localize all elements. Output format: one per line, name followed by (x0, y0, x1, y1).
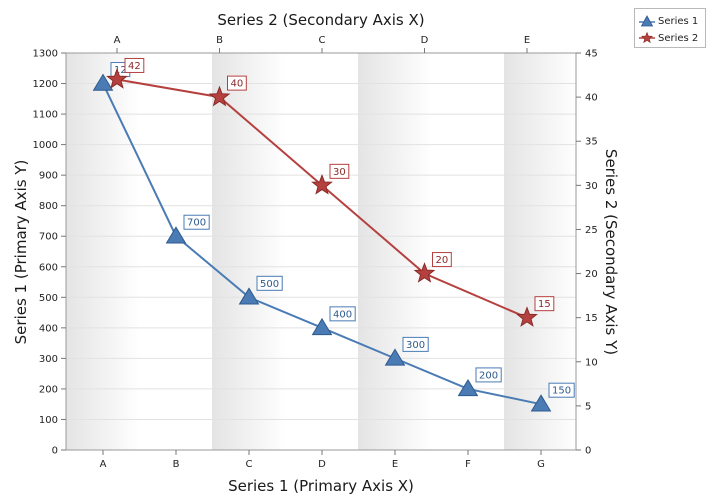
series-1-triangle-marker (384, 348, 406, 366)
primary-x-tick-label: C (246, 459, 253, 470)
secondary-y-tick-label: 30 (585, 181, 598, 192)
series-1-data-label-box (329, 306, 356, 322)
series-1-data-label-box (475, 367, 502, 383)
secondary-x-tick-label: C (319, 35, 326, 46)
primary-x-tick-label: D (318, 459, 326, 470)
series-1-data-label-box (183, 214, 210, 230)
legend-label-series-1: Series 1 (658, 15, 699, 27)
secondary-y-tick-label: 20 (585, 269, 598, 280)
series-2-star-marker (311, 173, 333, 195)
primary-y-tick-label: 300 (39, 354, 58, 365)
series-2-star-marker (413, 262, 436, 283)
primary-x-tick-label: B (173, 459, 180, 470)
primary-y-tick-label: 400 (39, 323, 58, 334)
primary-y-tick-label: 800 (39, 201, 58, 212)
series-2-data-label-box (329, 163, 350, 179)
primary-y-tick-label: 700 (39, 232, 58, 243)
series-layer: 12 700 500 400 300 200 150 42 40 30 20 15 (92, 57, 575, 412)
primary-y-tick-label: 900 (39, 171, 58, 182)
primary-x-axis-title: Series 1 (Primary Axis X) (228, 477, 414, 495)
series-2-data-label-box (227, 75, 247, 91)
primary-y-tick-label: 600 (39, 262, 58, 273)
secondary-y-tick-label: 0 (585, 446, 591, 457)
series-1-triangle-marker (530, 394, 552, 412)
series-1-data-label-box (256, 275, 283, 291)
secondary-y-tick-label: 40 (585, 93, 598, 104)
plot-border (65, 52, 577, 451)
series-2-data-label-box (124, 57, 145, 73)
series-1-triangle-marker (92, 73, 114, 91)
triangle-marker-icon (639, 15, 655, 27)
legend-item-series-2: Series 2 (639, 30, 698, 46)
secondary-y-tick-label: 45 (585, 49, 598, 60)
plot-stripe (66, 53, 140, 450)
plot-stripe (212, 53, 286, 450)
secondary-x-tick-label: B (216, 35, 223, 46)
series-1-data-label: 500 (260, 279, 279, 290)
series-1-triangle-marker (165, 226, 187, 244)
series-2-data-label: 20 (436, 255, 449, 266)
series-2-data-label: 30 (333, 167, 346, 178)
primary-x-tick-label: F (465, 459, 471, 470)
series-1-triangle-marker (311, 317, 333, 336)
secondary-y-tick-label: 35 (585, 137, 598, 148)
primary-y-tick-label: 1000 (33, 140, 58, 151)
chart: 0100200300400500600700800900100011001200… (12, 11, 620, 495)
legend: Series 1 Series 2 (634, 8, 706, 48)
secondary-x-tick-label: A (114, 35, 121, 46)
secondary-y-tick-label: 10 (585, 357, 598, 368)
plot-stripes (66, 53, 578, 450)
primary-y-tick-label: 1100 (33, 110, 58, 121)
series-1-data-label-box (402, 336, 429, 352)
plot-stripe (358, 53, 432, 450)
secondary-y-tick-label: 15 (585, 313, 598, 324)
secondary-x-axis-title: Series 2 (Secondary Axis X) (217, 11, 424, 29)
secondary-y-tick-label: 5 (585, 401, 591, 412)
axis-ticks: 0100200300400500600700800900100011001200… (33, 35, 598, 470)
series-2-star-marker (516, 306, 538, 327)
primary-y-tick-label: 100 (39, 415, 58, 426)
series-2-data-label-box (432, 252, 452, 268)
series-1-triangle-marker (457, 378, 479, 397)
series-2-star-marker (106, 68, 128, 89)
secondary-x-tick-label: D (421, 35, 429, 46)
series-1-data-label-box (548, 382, 575, 398)
series-1-data-label: 400 (333, 309, 352, 320)
secondary-x-tick-label: E (524, 35, 530, 46)
series-1-data-label: 300 (406, 340, 425, 351)
primary-x-tick-label: E (392, 459, 398, 470)
series-1-data-label: 12 (114, 65, 127, 76)
series-2-data-label: 15 (538, 299, 551, 310)
secondary-y-axis-title: Series 2 (Secondary Axis Y) (602, 149, 620, 355)
primary-y-tick-label: 1200 (33, 79, 58, 90)
legend-item-series-1: Series 1 (639, 13, 698, 29)
primary-y-tick-label: 500 (39, 293, 58, 304)
legend-label-series-2: Series 2 (658, 32, 699, 44)
series-1-data-label: 700 (187, 218, 206, 229)
series-2: 42 40 30 20 15 (106, 57, 555, 327)
star-marker-icon (639, 32, 655, 44)
series-1-data-label: 150 (552, 386, 571, 397)
series-2-data-label: 42 (128, 61, 141, 72)
primary-x-tick-label: A (100, 459, 107, 470)
primary-y-tick-label: 1300 (33, 49, 58, 60)
series-1: 12 700 500 400 300 200 150 (92, 62, 575, 412)
primary-x-tick-label: G (537, 459, 545, 470)
secondary-y-tick-label: 25 (585, 225, 598, 236)
series-2-data-label: 40 (231, 79, 244, 90)
series-1-data-label: 200 (479, 370, 498, 381)
primary-y-axis-title: Series 1 (Primary Axis Y) (12, 160, 30, 345)
series-1-triangle-marker (238, 287, 260, 305)
series-2-star-marker (208, 85, 231, 107)
plot-background (66, 53, 576, 450)
primary-y-tick-label: 0 (52, 446, 58, 457)
primary-y-tick-label: 200 (39, 384, 58, 395)
series-2-data-label-box (534, 296, 555, 312)
